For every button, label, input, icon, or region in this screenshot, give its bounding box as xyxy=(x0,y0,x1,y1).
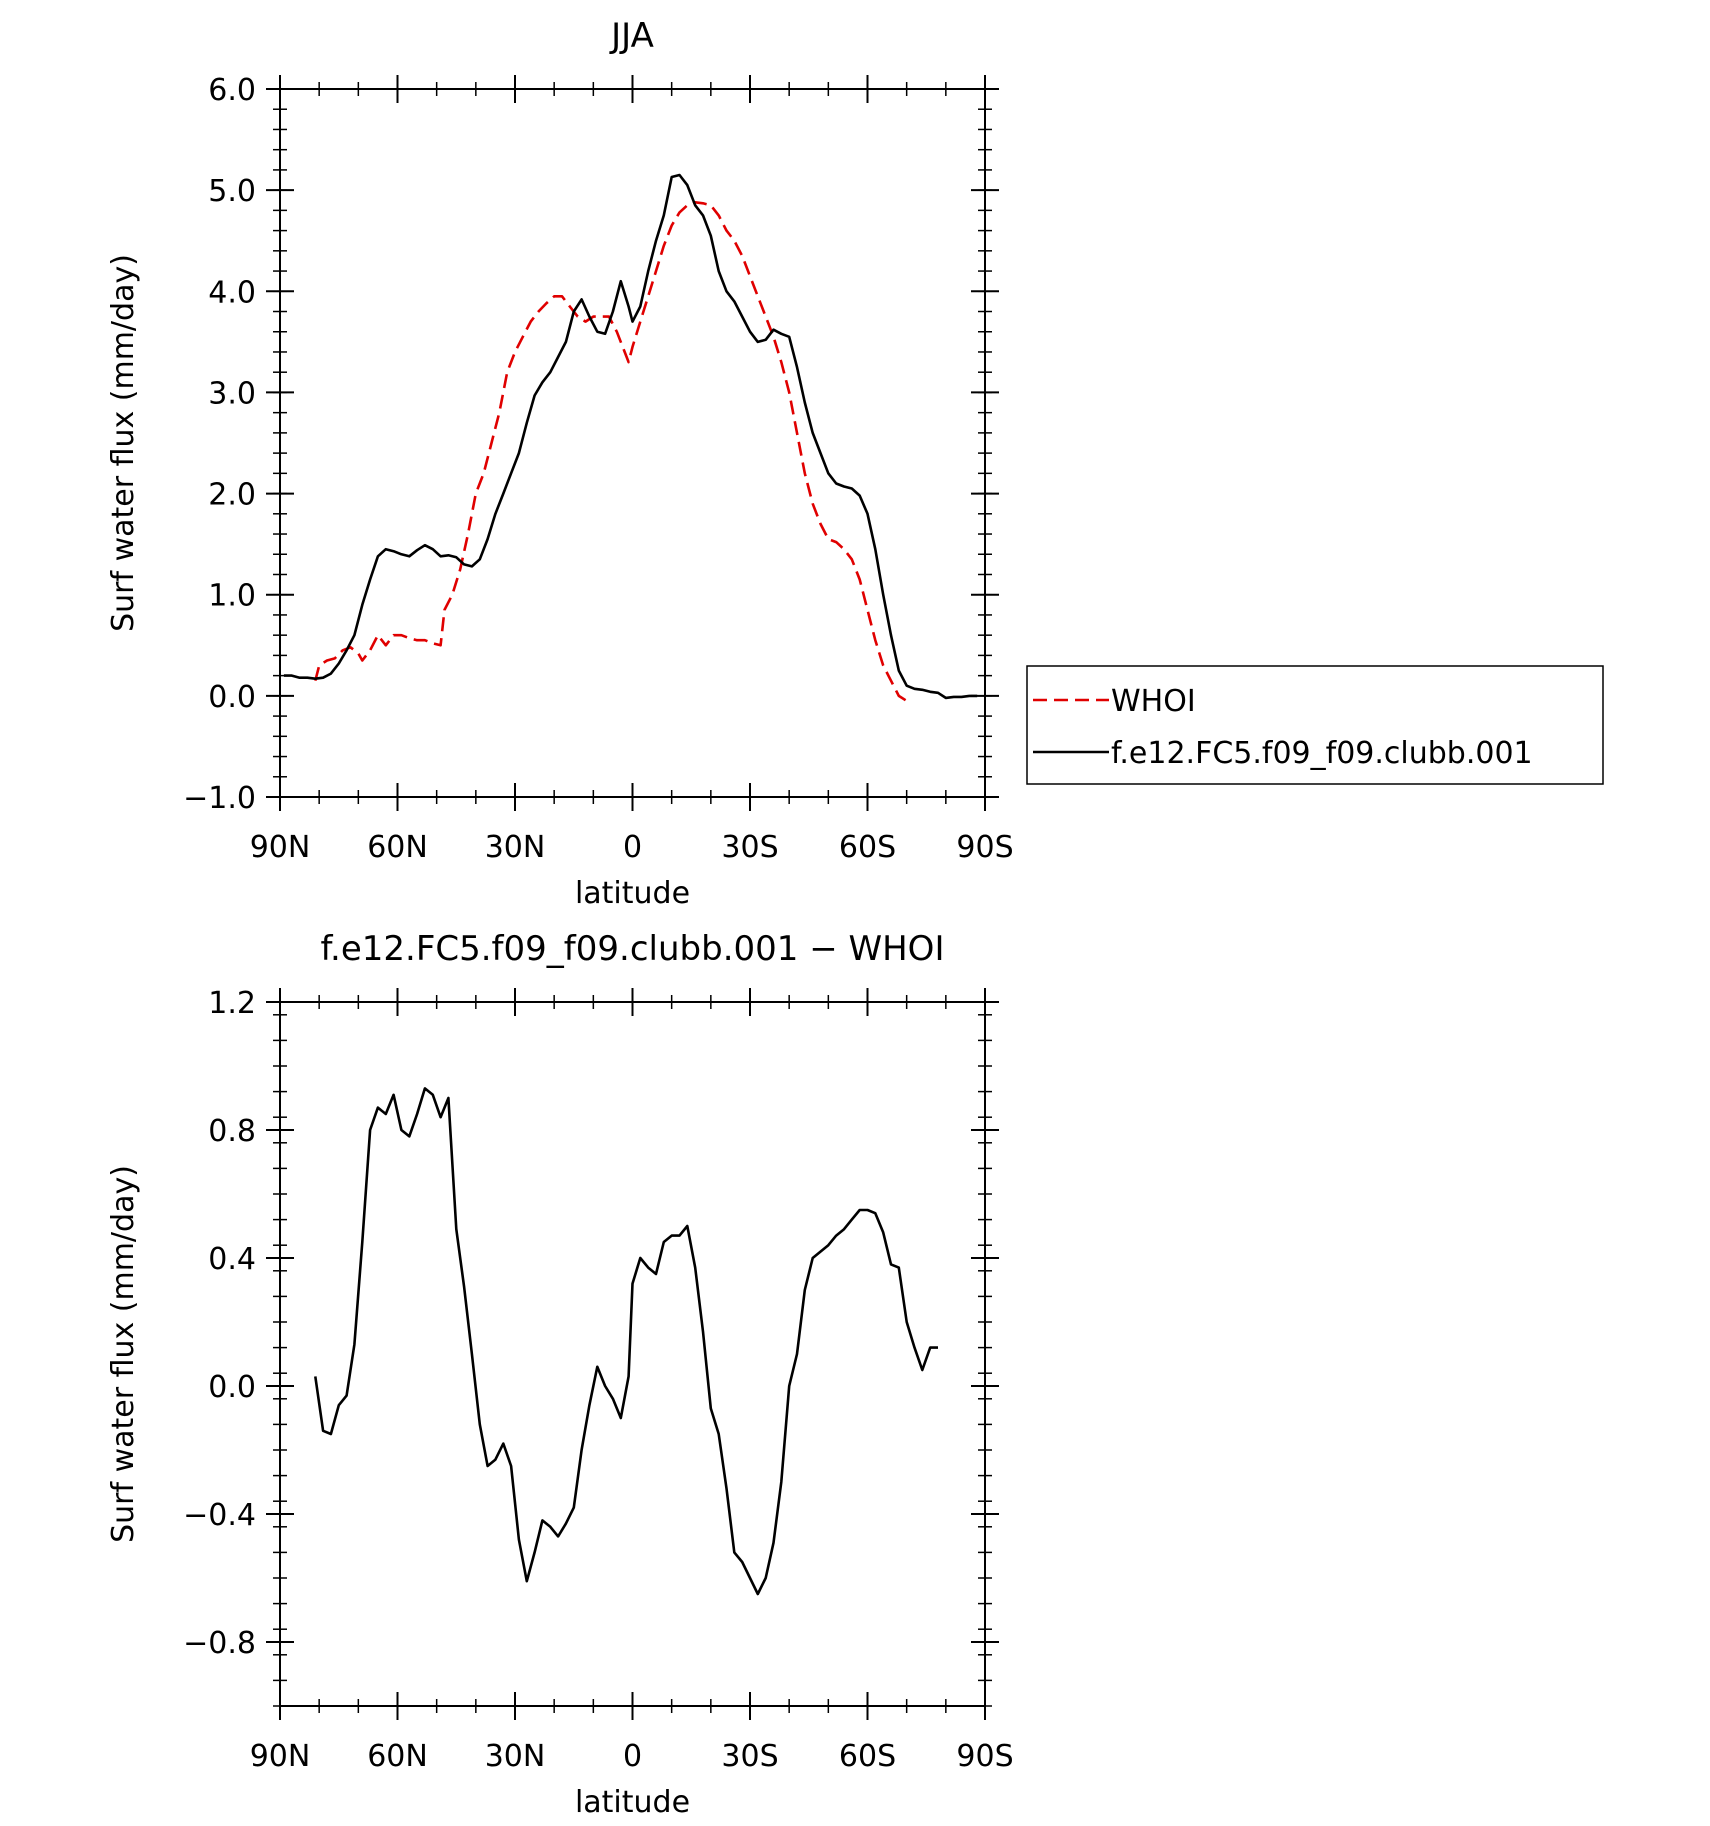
panel1-chart-title: JJA xyxy=(609,16,654,56)
panel2-series-line-1 xyxy=(314,1087,938,1596)
panel1-y-axis-label: Surf water flux (mm/day) xyxy=(106,254,141,632)
panel1-x-tick-label: 30S xyxy=(721,830,778,865)
panel2-y-tick-label: −0.4 xyxy=(183,1498,256,1533)
panel1-legend-label-1: WHOI xyxy=(1111,684,1196,719)
panel2-chart-title: f.e12.FC5.f09_f09.clubb.001 − WHOI xyxy=(321,929,945,969)
panel2-x-tick-label: 30S xyxy=(721,1739,778,1774)
panel2-x-tick-label: 90N xyxy=(250,1739,311,1774)
panel1-y-tick-label: 4.0 xyxy=(208,275,256,310)
panel1-y-tick-label: 0.0 xyxy=(208,680,256,715)
panel2-x-tick-label: 60N xyxy=(367,1739,428,1774)
panel2-x-tick-label: 30N xyxy=(485,1739,546,1774)
panel1-x-axis-label: latitude xyxy=(575,876,690,911)
panel1-y-tick-label: 3.0 xyxy=(208,376,256,411)
panel2-x-tick-label: 60S xyxy=(839,1739,896,1774)
panel2-y-tick-label: 0.8 xyxy=(208,1114,256,1149)
panel1-y-tick-label: 1.0 xyxy=(208,579,256,614)
panel2-y-axis-label: Surf water flux (mm/day) xyxy=(106,1165,141,1543)
panel1-y-tick-label: 5.0 xyxy=(208,174,256,209)
panel1-x-tick-label: 90N xyxy=(250,830,311,865)
panel1-y-tick-label: 6.0 xyxy=(208,73,256,108)
panel2-y-tick-label: −0.8 xyxy=(183,1626,256,1661)
panel2-x-axis-label: latitude xyxy=(575,1785,690,1820)
panel1-legend-box xyxy=(1026,665,1604,785)
panel1-x-tick-label: 0 xyxy=(623,830,642,865)
panel1-legend-label-2: f.e12.FC5.f09_f09.clubb.001 xyxy=(1111,736,1533,771)
panel1-x-tick-label: 90S xyxy=(956,830,1013,865)
panel1-x-tick-label: 30N xyxy=(485,830,546,865)
panel1-series-line-2 xyxy=(283,173,978,700)
panel2-x-tick-label: 90S xyxy=(956,1739,1013,1774)
panel2-y-tick-label: 1.2 xyxy=(208,986,256,1021)
panel2-x-tick-label: 0 xyxy=(623,1739,642,1774)
panel1-x-tick-label: 60N xyxy=(367,830,428,865)
panel2-y-tick-label: 0.4 xyxy=(208,1242,256,1277)
panel2-plot-frame xyxy=(279,1001,986,1707)
panel1-y-tick-label: −1.0 xyxy=(183,781,256,816)
panel2-y-tick-label: 0.0 xyxy=(208,1370,256,1405)
panel1-y-tick-label: 2.0 xyxy=(208,478,256,513)
panel1-x-tick-label: 60S xyxy=(839,830,896,865)
panel1-plot-frame xyxy=(279,88,986,798)
